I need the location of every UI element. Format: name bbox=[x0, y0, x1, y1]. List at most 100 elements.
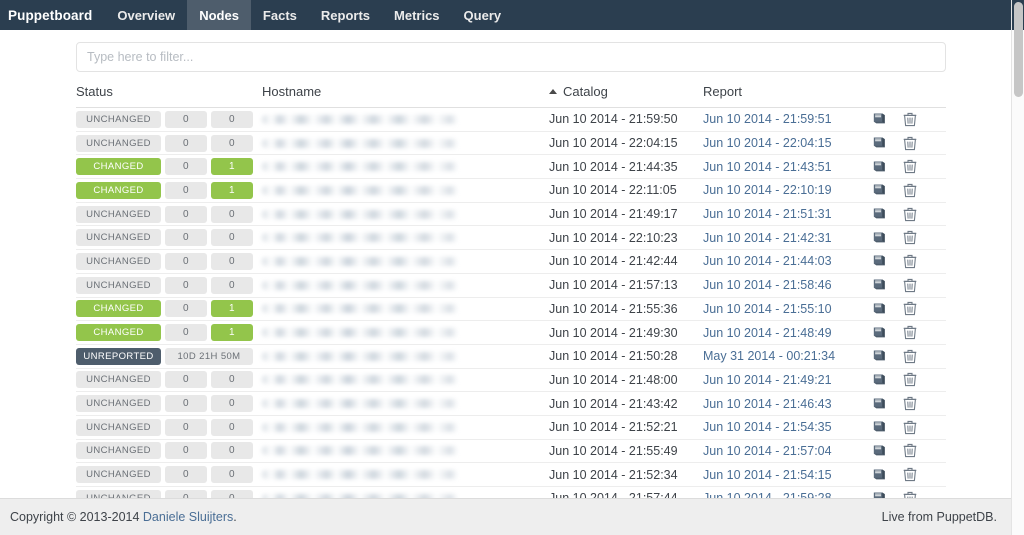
status-badge[interactable]: UNCHANGED bbox=[76, 442, 161, 460]
status-badge[interactable]: CHANGED bbox=[76, 181, 161, 199]
report-link[interactable]: Jun 10 2014 - 21:54:35 bbox=[703, 420, 832, 435]
book-icon[interactable] bbox=[872, 420, 887, 434]
cell-hostname[interactable] bbox=[262, 344, 549, 369]
report-link[interactable]: Jun 10 2014 - 21:44:03 bbox=[703, 254, 832, 269]
trash-icon[interactable] bbox=[903, 254, 917, 269]
book-icon[interactable] bbox=[872, 112, 887, 126]
trash-icon[interactable] bbox=[903, 207, 917, 222]
cell-hostname[interactable] bbox=[262, 320, 549, 345]
report-link[interactable]: May 31 2014 - 00:21:34 bbox=[703, 349, 836, 364]
cell-hostname[interactable] bbox=[262, 486, 549, 498]
status-badge[interactable]: UNCHANGED bbox=[76, 134, 161, 152]
brand-logo[interactable]: Puppetboard bbox=[8, 7, 93, 23]
book-icon[interactable] bbox=[872, 444, 887, 458]
report-link[interactable]: Jun 10 2014 - 21:58:46 bbox=[703, 278, 832, 293]
status-badge[interactable]: CHANGED bbox=[76, 158, 161, 176]
trash-icon[interactable] bbox=[903, 301, 917, 316]
status-badge[interactable]: UNREPORTED bbox=[76, 347, 161, 365]
nav-item-facts[interactable]: Facts bbox=[262, 7, 297, 23]
trash-icon[interactable] bbox=[903, 396, 917, 411]
column-header-report[interactable]: Report bbox=[703, 84, 868, 108]
report-link[interactable]: Jun 10 2014 - 21:43:51 bbox=[703, 159, 832, 174]
trash-icon[interactable] bbox=[903, 443, 917, 458]
cell-report[interactable]: May 31 2014 - 00:21:34 bbox=[703, 344, 868, 369]
nav-item-query[interactable]: Query bbox=[463, 7, 502, 23]
book-icon[interactable] bbox=[872, 278, 887, 292]
cell-report[interactable]: Jun 10 2014 - 21:59:51 bbox=[703, 107, 868, 132]
status-badge[interactable]: UNCHANGED bbox=[76, 205, 161, 223]
status-badge[interactable]: UNCHANGED bbox=[76, 229, 161, 247]
trash-icon[interactable] bbox=[903, 420, 917, 435]
book-icon[interactable] bbox=[872, 373, 887, 387]
report-link[interactable]: Jun 10 2014 - 21:48:49 bbox=[703, 325, 832, 340]
trash-icon[interactable] bbox=[903, 349, 917, 364]
report-link[interactable]: Jun 10 2014 - 21:55:10 bbox=[703, 301, 832, 316]
page-scrollbar[interactable] bbox=[1011, 0, 1024, 535]
cell-report[interactable]: Jun 10 2014 - 22:10:19 bbox=[703, 178, 868, 203]
report-link[interactable]: Jun 10 2014 - 21:51:31 bbox=[703, 207, 832, 222]
report-link[interactable]: Jun 10 2014 - 21:59:28 bbox=[703, 491, 832, 498]
cell-hostname[interactable] bbox=[262, 415, 549, 440]
trash-icon[interactable] bbox=[903, 230, 917, 245]
book-icon[interactable] bbox=[872, 302, 887, 316]
trash-icon[interactable] bbox=[903, 372, 917, 387]
nav-item-reports[interactable]: Reports bbox=[320, 7, 371, 23]
scrollbar-thumb[interactable] bbox=[1014, 2, 1023, 97]
trash-icon[interactable] bbox=[903, 467, 917, 482]
book-icon[interactable] bbox=[872, 349, 887, 363]
nav-item-metrics[interactable]: Metrics bbox=[394, 7, 440, 23]
status-badge[interactable]: UNCHANGED bbox=[76, 110, 161, 128]
cell-hostname[interactable] bbox=[262, 368, 549, 393]
cell-report[interactable]: Jun 10 2014 - 21:44:03 bbox=[703, 249, 868, 274]
status-badge[interactable]: UNCHANGED bbox=[76, 252, 161, 270]
book-icon[interactable] bbox=[872, 468, 887, 482]
cell-report[interactable]: Jun 10 2014 - 21:51:31 bbox=[703, 202, 868, 227]
status-badge[interactable]: CHANGED bbox=[76, 300, 161, 318]
book-icon[interactable] bbox=[872, 491, 887, 498]
cell-hostname[interactable] bbox=[262, 273, 549, 298]
cell-hostname[interactable] bbox=[262, 462, 549, 487]
book-icon[interactable] bbox=[872, 326, 887, 340]
cell-report[interactable]: Jun 10 2014 - 22:04:15 bbox=[703, 131, 868, 156]
report-link[interactable]: Jun 10 2014 - 21:54:15 bbox=[703, 467, 832, 482]
report-link[interactable]: Jun 10 2014 - 21:49:21 bbox=[703, 372, 832, 387]
nav-item-nodes[interactable]: Nodes bbox=[187, 0, 251, 30]
column-header-catalog[interactable]: Catalog bbox=[549, 84, 703, 108]
trash-icon[interactable] bbox=[903, 136, 917, 151]
report-link[interactable]: Jun 10 2014 - 21:46:43 bbox=[703, 396, 832, 411]
trash-icon[interactable] bbox=[903, 325, 917, 340]
report-link[interactable]: Jun 10 2014 - 22:10:19 bbox=[703, 183, 832, 198]
footer-author-link[interactable]: Daniele Sluijters bbox=[142, 510, 234, 524]
report-link[interactable]: Jun 10 2014 - 21:57:04 bbox=[703, 443, 832, 458]
book-icon[interactable] bbox=[872, 160, 887, 174]
book-icon[interactable] bbox=[872, 254, 887, 268]
status-badge[interactable]: UNCHANGED bbox=[76, 489, 161, 498]
status-badge[interactable]: UNCHANGED bbox=[76, 276, 161, 294]
nav-item-overview[interactable]: Overview bbox=[117, 7, 176, 23]
cell-hostname[interactable] bbox=[262, 225, 549, 251]
cell-hostname[interactable] bbox=[262, 154, 549, 180]
report-link[interactable]: Jun 10 2014 - 22:04:15 bbox=[703, 136, 832, 151]
filter-input[interactable] bbox=[76, 42, 946, 72]
book-icon[interactable] bbox=[872, 136, 887, 150]
cell-hostname[interactable] bbox=[262, 202, 549, 227]
cell-report[interactable]: Jun 10 2014 - 21:48:49 bbox=[703, 320, 868, 345]
cell-report[interactable]: Jun 10 2014 - 21:42:31 bbox=[703, 225, 868, 251]
cell-report[interactable]: Jun 10 2014 - 21:58:46 bbox=[703, 273, 868, 298]
status-badge[interactable]: UNCHANGED bbox=[76, 371, 161, 389]
trash-icon[interactable] bbox=[903, 491, 917, 498]
cell-report[interactable]: Jun 10 2014 - 21:54:35 bbox=[703, 415, 868, 440]
report-link[interactable]: Jun 10 2014 - 21:59:51 bbox=[703, 112, 832, 127]
trash-icon[interactable] bbox=[903, 183, 917, 198]
cell-hostname[interactable] bbox=[262, 178, 549, 203]
trash-icon[interactable] bbox=[903, 278, 917, 293]
cell-report[interactable]: Jun 10 2014 - 21:55:10 bbox=[703, 297, 868, 322]
trash-icon[interactable] bbox=[903, 112, 917, 127]
cell-hostname[interactable] bbox=[262, 439, 549, 464]
status-badge[interactable]: UNCHANGED bbox=[76, 395, 161, 413]
column-header-status[interactable]: Status bbox=[76, 84, 262, 108]
cell-report[interactable]: Jun 10 2014 - 21:59:28 bbox=[703, 486, 868, 498]
trash-icon[interactable] bbox=[903, 159, 917, 174]
book-icon[interactable] bbox=[872, 397, 887, 411]
status-badge[interactable]: UNCHANGED bbox=[76, 418, 161, 436]
